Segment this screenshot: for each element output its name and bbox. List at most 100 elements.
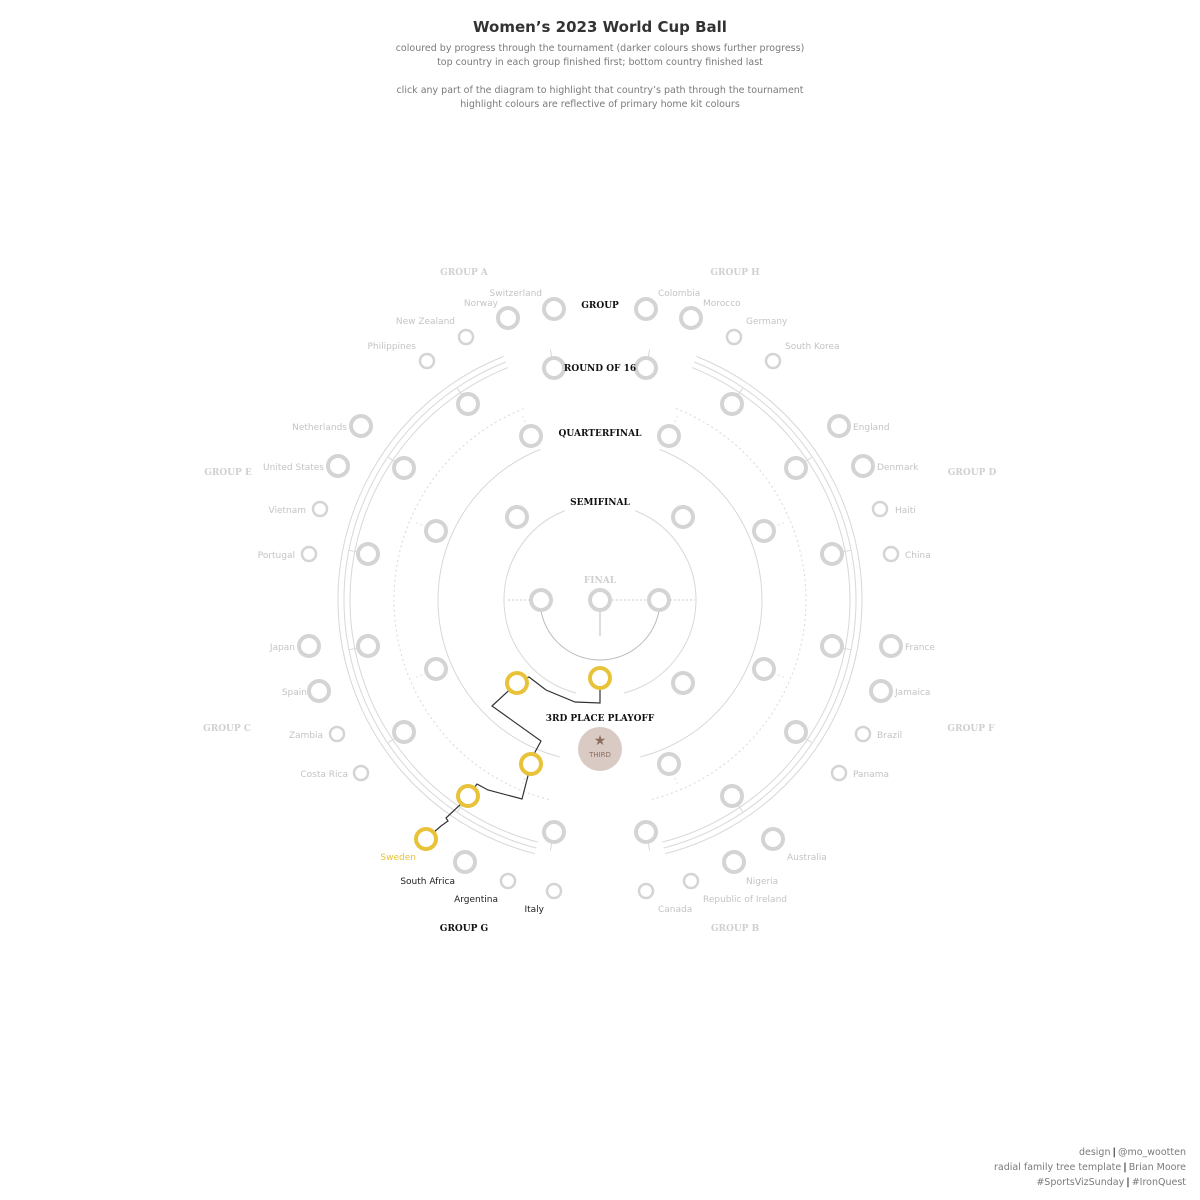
quarterfinal-node[interactable] [519,752,543,776]
team-node[interactable] [414,827,438,851]
team-label[interactable]: Denmark [877,463,919,473]
round-of-16-node[interactable] [542,356,566,380]
team-label[interactable]: England [853,423,890,433]
round-of-16-node[interactable] [392,456,416,480]
final-node[interactable] [588,588,612,612]
team-label[interactable]: Haiti [895,506,916,516]
round-of-16-node[interactable] [720,392,744,416]
round-of-16-node[interactable] [820,634,844,658]
finalist-node[interactable] [529,588,553,612]
team-node[interactable] [453,850,477,874]
team-label[interactable]: New Zealand [396,317,455,327]
semifinal-node[interactable] [671,505,695,529]
team-label[interactable]: Spain [282,688,307,698]
team-node[interactable] [851,454,875,478]
team-label[interactable]: Jamaica [894,688,930,698]
team-node[interactable] [679,306,703,330]
team-node[interactable] [722,850,746,874]
team-label[interactable]: Australia [787,853,827,863]
team-label[interactable]: Netherlands [292,423,347,433]
team-label[interactable]: China [905,551,931,561]
finalist-node[interactable] [647,588,671,612]
team-label[interactable]: South Korea [785,342,840,352]
round-of-16-node[interactable] [820,542,844,566]
round-of-16-node[interactable] [356,542,380,566]
team-label[interactable]: Republic of Ireland [703,895,787,905]
credit-link[interactable]: @mo_wootten [1117,1147,1186,1158]
third-place-badge[interactable]: ★ THIRD [578,727,622,771]
team-node[interactable] [297,634,321,658]
team-node[interactable] [725,328,743,346]
team-node[interactable] [349,414,373,438]
team-node[interactable] [882,545,900,563]
quarterfinal-node[interactable] [752,519,776,543]
round-of-16-node[interactable] [720,784,744,808]
third-place-node[interactable] [588,666,612,690]
round-of-16-node[interactable] [634,356,658,380]
team-label[interactable]: Portugal [258,551,295,561]
team-label[interactable]: Panama [853,770,889,780]
quarterfinal-node[interactable] [424,519,448,543]
team-node[interactable] [854,725,872,743]
round-of-16-node[interactable] [456,392,480,416]
round-of-16-node[interactable] [542,820,566,844]
semifinal-node[interactable] [505,671,529,695]
team-label[interactable]: France [905,643,935,653]
round-of-16-node[interactable] [392,720,416,744]
round-of-16-node[interactable] [634,820,658,844]
round-of-16-node[interactable] [356,634,380,658]
team-node[interactable] [542,297,566,321]
semifinal-node[interactable] [671,671,695,695]
team-node[interactable] [418,352,436,370]
team-node[interactable] [637,882,655,900]
team-node[interactable] [311,500,329,518]
team-node[interactable] [682,872,700,890]
team-label[interactable]: Sweden [380,853,416,863]
team-label[interactable]: Norway [464,299,499,309]
team-node[interactable] [328,725,346,743]
quarterfinal-node[interactable] [657,424,681,448]
team-label[interactable]: Philippines [368,342,417,352]
team-label[interactable]: South Africa [400,877,455,887]
team-node[interactable] [869,679,893,703]
team-node[interactable] [300,545,318,563]
team-node[interactable] [879,634,903,658]
team-node[interactable] [634,297,658,321]
team-label[interactable]: United States [263,463,324,473]
team-node[interactable] [827,414,851,438]
team-node[interactable] [352,764,370,782]
team-label[interactable]: Colombia [658,289,700,299]
quarterfinal-node[interactable] [752,657,776,681]
team-node[interactable] [545,882,563,900]
team-node[interactable] [326,454,350,478]
quarterfinal-node[interactable] [519,424,543,448]
team-label[interactable]: Zambia [289,731,323,741]
team-label[interactable]: Brazil [877,731,902,741]
quarterfinal-node[interactable] [424,657,448,681]
team-node[interactable] [496,306,520,330]
team-label[interactable]: Switzerland [490,289,543,299]
team-node[interactable] [871,500,889,518]
team-node[interactable] [457,328,475,346]
team-node[interactable] [830,764,848,782]
semifinal-node[interactable] [505,505,529,529]
team-label[interactable]: Japan [269,643,295,653]
team-label[interactable]: Nigeria [746,877,778,887]
quarterfinal-node[interactable] [657,752,681,776]
team-label[interactable]: Italy [524,905,544,915]
team-label[interactable]: Costa Rica [300,770,348,780]
team-label[interactable]: Canada [658,905,692,915]
round-of-16-node[interactable] [784,720,808,744]
team-label[interactable]: Germany [746,317,788,327]
round-of-16-node[interactable] [456,784,480,808]
team-label[interactable]: Vietnam [268,506,306,516]
team-node[interactable] [499,872,517,890]
team-node[interactable] [761,827,785,851]
credit-link[interactable]: #SportsVizSunday [1036,1177,1125,1188]
team-node[interactable] [307,679,331,703]
team-label[interactable]: Argentina [454,895,498,905]
team-node[interactable] [764,352,782,370]
round-of-16-node[interactable] [784,456,808,480]
credit-link[interactable]: #IronQuest [1131,1177,1186,1188]
team-label[interactable]: Morocco [703,299,741,309]
